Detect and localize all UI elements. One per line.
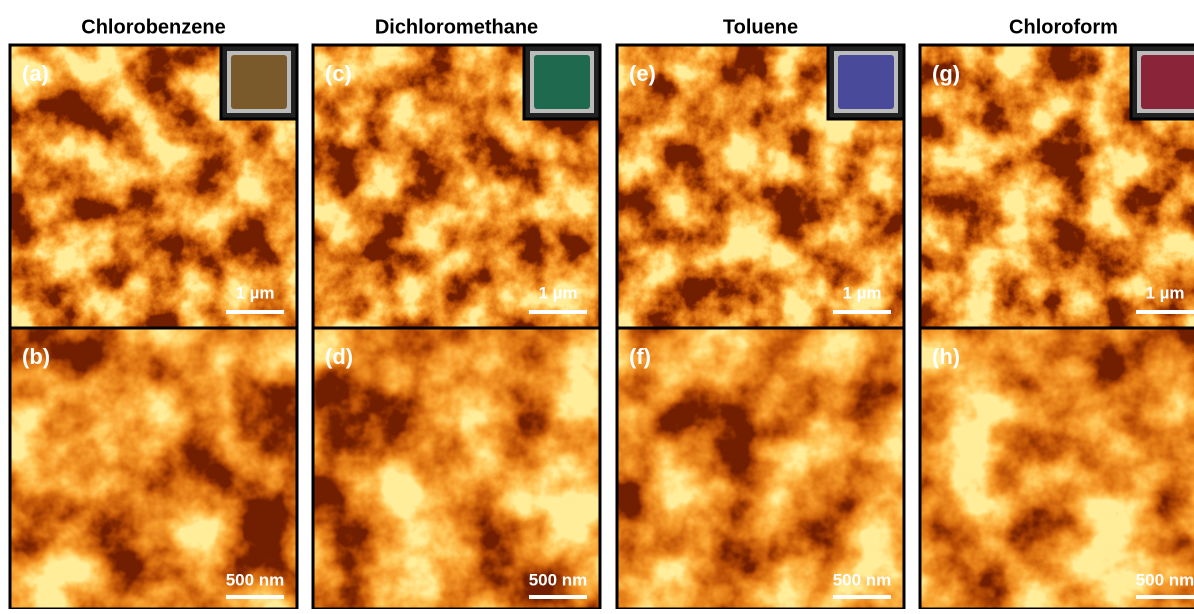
- panel-label: (h): [932, 344, 960, 369]
- panel-label: (e): [629, 61, 656, 86]
- panel-label: (d): [325, 344, 353, 369]
- panel-label: (b): [22, 344, 50, 369]
- scale-bar-label: 500 nm: [1136, 570, 1194, 589]
- scale-bar-label: 1 µm: [1145, 283, 1184, 302]
- scale-bar-label: 1 µm: [538, 283, 577, 302]
- figure: Chlorobenzene (a) 1 µm (b) 500 nm Dichloromet…: [0, 0, 1194, 609]
- scale-bar-label: 500 nm: [226, 570, 285, 589]
- afm-image: [920, 328, 1194, 609]
- panel-label: (g): [932, 61, 960, 86]
- column-title: Chlorobenzene: [81, 16, 225, 38]
- inset-film: [231, 55, 287, 109]
- panel-label: (a): [22, 61, 49, 86]
- scale-bar-label: 1 µm: [842, 283, 881, 302]
- inset-film: [1141, 55, 1194, 109]
- panel-label: (f): [629, 344, 651, 369]
- panel-label: (c): [325, 61, 352, 86]
- column-title: Toluene: [723, 16, 798, 38]
- inset-film: [534, 55, 590, 109]
- column-title: Chloroform: [1009, 16, 1118, 38]
- afm-image: [313, 328, 600, 609]
- afm-image: [617, 328, 904, 609]
- scale-bar-label: 500 nm: [529, 570, 588, 589]
- column-title: Dichloromethane: [375, 16, 538, 38]
- scale-bar-label: 1 µm: [235, 283, 274, 302]
- inset-film: [838, 55, 894, 109]
- afm-image: [10, 328, 297, 609]
- scale-bar-label: 500 nm: [833, 570, 892, 589]
